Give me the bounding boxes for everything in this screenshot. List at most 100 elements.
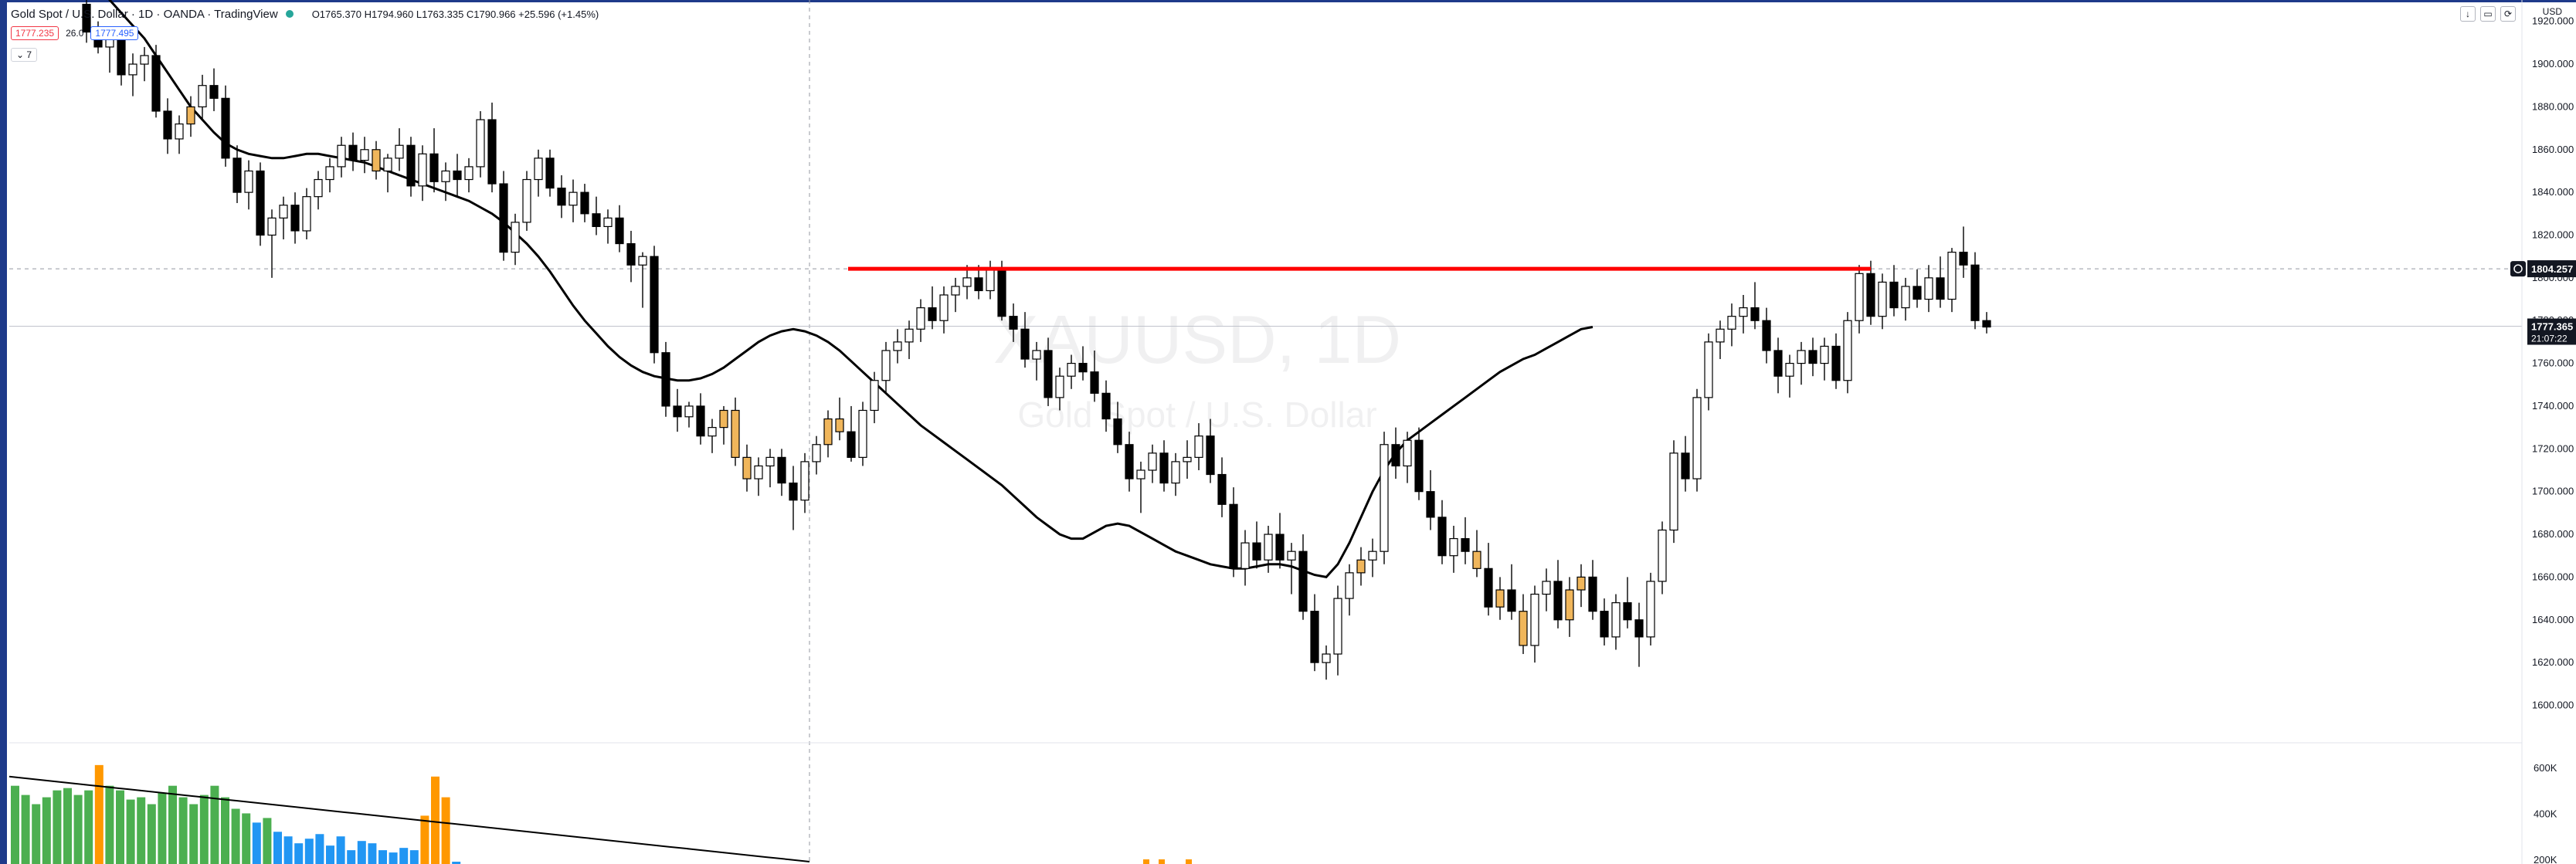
candle-body bbox=[974, 277, 983, 292]
volume-bar bbox=[368, 843, 377, 864]
candle-body bbox=[198, 85, 207, 108]
indicators-toggle[interactable]: ⌄ 7 bbox=[11, 48, 38, 62]
chart-legend: Gold Spot / U.S. Dollar · 1D · OANDA · T… bbox=[11, 5, 599, 23]
resistance-price-label: 1804.257 bbox=[2531, 263, 2573, 275]
symbol-title[interactable]: Gold Spot / U.S. Dollar · 1D · OANDA · T… bbox=[11, 7, 278, 21]
candle-body bbox=[742, 456, 752, 479]
candle bbox=[719, 405, 728, 445]
candle bbox=[580, 184, 589, 222]
arrow-down-icon[interactable]: ↓ bbox=[2460, 6, 2476, 22]
candle-body bbox=[1472, 551, 1481, 569]
candle bbox=[1403, 432, 1412, 483]
volume-bar bbox=[84, 790, 93, 864]
candle-body bbox=[151, 55, 161, 112]
last-price-box bbox=[2527, 318, 2576, 345]
candle-body bbox=[1947, 252, 1957, 300]
candle bbox=[1750, 282, 1760, 330]
candle bbox=[812, 435, 821, 475]
volume-bar bbox=[326, 845, 334, 864]
candle bbox=[1310, 594, 1319, 672]
candle bbox=[1252, 521, 1261, 569]
currency-label[interactable]: USD bbox=[2542, 6, 2562, 17]
candle-body bbox=[777, 456, 786, 484]
candle-body bbox=[626, 242, 636, 266]
candle-body bbox=[140, 55, 149, 65]
candle-body bbox=[1206, 435, 1215, 476]
candle-body bbox=[1669, 452, 1678, 531]
candle bbox=[638, 252, 647, 308]
candle-body bbox=[986, 269, 995, 292]
candle-body bbox=[1148, 452, 1157, 471]
volume-bar bbox=[263, 818, 272, 864]
candle-body bbox=[858, 409, 867, 458]
candle-body bbox=[1623, 602, 1632, 621]
candle bbox=[128, 53, 137, 97]
volume-bar bbox=[53, 790, 62, 864]
candle bbox=[1901, 277, 1910, 321]
price-tick-label: 1860.000 bbox=[2532, 144, 2574, 155]
restore-icon[interactable]: ⟳ bbox=[2500, 6, 2516, 22]
candle-body bbox=[1658, 529, 1667, 582]
price-tick-label: 1700.000 bbox=[2532, 486, 2574, 497]
candle-body bbox=[1275, 534, 1285, 561]
candle bbox=[1345, 564, 1354, 616]
candle bbox=[708, 418, 717, 453]
price-axis[interactable]: 1920.000 1900.000 1880.000 1860.000 1840.000… bbox=[2510, 15, 2576, 864]
resistance-price-box bbox=[2527, 260, 2576, 278]
candle-body bbox=[1507, 589, 1516, 612]
candle-body bbox=[951, 286, 960, 296]
candle bbox=[534, 149, 543, 197]
candle bbox=[372, 141, 381, 180]
candle bbox=[1020, 312, 1030, 368]
sell-button[interactable]: 1777.235 bbox=[11, 26, 59, 40]
candle bbox=[256, 162, 265, 246]
buy-button[interactable]: 1777.495 bbox=[90, 26, 139, 40]
candle bbox=[1970, 252, 1980, 330]
maximize-icon[interactable]: ▭ bbox=[2480, 6, 2496, 22]
volume-bar bbox=[357, 841, 366, 864]
candle-body bbox=[1217, 473, 1227, 505]
candle bbox=[163, 98, 172, 154]
candle-body bbox=[592, 213, 601, 228]
candle-body bbox=[1588, 576, 1597, 612]
moving-average-layer bbox=[107, 0, 1593, 579]
candle-body bbox=[1310, 611, 1319, 663]
volume-bar bbox=[294, 843, 304, 864]
candle-body bbox=[557, 187, 566, 206]
candle-body bbox=[418, 153, 427, 187]
candle-body bbox=[661, 352, 670, 407]
candle-body bbox=[244, 170, 253, 193]
candle bbox=[673, 388, 682, 432]
candle bbox=[1484, 543, 1493, 616]
candle-body bbox=[719, 409, 728, 429]
candle bbox=[1576, 564, 1586, 608]
candle-body bbox=[1600, 611, 1609, 638]
price-tick-label: 1600.000 bbox=[2532, 699, 2574, 710]
candle bbox=[418, 145, 427, 202]
candle bbox=[684, 402, 694, 428]
volume-tick-label: 200K bbox=[2534, 854, 2557, 864]
volume-bar bbox=[1186, 859, 1192, 864]
candle-body bbox=[789, 482, 798, 501]
candle bbox=[1669, 440, 1678, 544]
candle bbox=[1217, 457, 1227, 517]
candle bbox=[789, 466, 798, 530]
candle bbox=[1333, 585, 1342, 676]
candle bbox=[1553, 560, 1563, 629]
candle-body bbox=[534, 158, 543, 181]
candle-body bbox=[429, 153, 439, 182]
volume-tick-label: 400K bbox=[2534, 808, 2557, 819]
candle bbox=[1808, 337, 1817, 377]
candle-body bbox=[406, 144, 416, 187]
candle-body bbox=[1936, 277, 1945, 300]
candle bbox=[800, 452, 809, 513]
volume-bar bbox=[1143, 859, 1149, 864]
candle-body bbox=[800, 461, 809, 501]
candle bbox=[1878, 273, 1887, 330]
volume-pane bbox=[8, 764, 1192, 864]
candle bbox=[951, 277, 960, 313]
volume-bar bbox=[283, 836, 293, 864]
candle bbox=[209, 68, 219, 111]
candle-body bbox=[997, 269, 1006, 317]
